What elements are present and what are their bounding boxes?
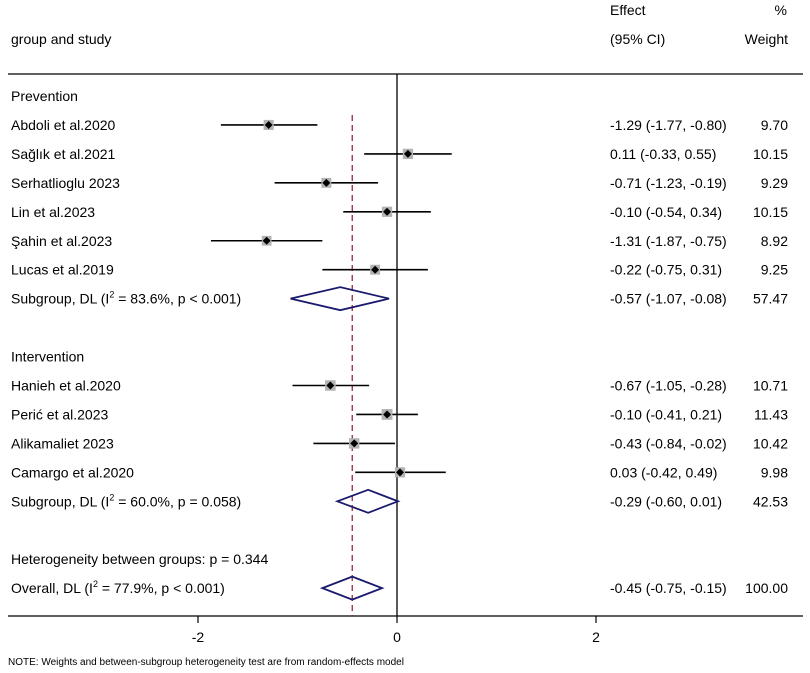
effect-ci-value: -0.10 (-0.41, 0.21) — [610, 406, 722, 422]
weight-value: 100.00 — [745, 580, 788, 596]
label-part: = 83.6%, p < 0.001) — [114, 291, 241, 307]
point-estimate — [322, 178, 331, 187]
point-estimate — [350, 439, 359, 448]
subgroup-label: Subgroup, DL (I2 = 83.6%, p < 0.001) — [11, 290, 241, 307]
point-estimate — [395, 468, 404, 477]
effect-ci-value: 0.03 (-0.42, 0.49) — [610, 464, 717, 480]
subgroup-diamond — [290, 286, 390, 312]
study-label: Abdoli et al.2020 — [11, 117, 116, 133]
x-tick-label: 2 — [592, 629, 600, 645]
effect-ci-value: -0.10 (-0.54, 0.34) — [610, 204, 722, 220]
weight-value: 9.98 — [761, 464, 788, 480]
header-group-label: group and study — [11, 31, 111, 47]
study-label: Camargo et al.2020 — [11, 464, 134, 480]
header-effect-label: Effect — [610, 2, 646, 18]
weight-value: 9.29 — [761, 175, 788, 191]
point-estimate — [383, 207, 392, 216]
effect-ci-value: -0.22 (-0.75, 0.31) — [610, 262, 722, 278]
label-part: = 77.9%, p < 0.001) — [98, 580, 225, 596]
weight-value: 8.92 — [761, 233, 788, 249]
study-label: Sağlık et al.2021 — [11, 146, 116, 162]
header-weight-label: Weight — [745, 31, 788, 47]
x-tick-label: 0 — [393, 629, 401, 645]
weight-value: 42.53 — [753, 493, 788, 509]
point-estimate — [383, 410, 392, 419]
weight-value: 9.25 — [761, 262, 788, 278]
weight-value: 57.47 — [753, 291, 788, 307]
effect-ci-value: -0.45 (-0.75, -0.15) — [610, 580, 727, 596]
study-label: Perić et al.2023 — [11, 406, 108, 422]
effect-ci-value: 0.11 (-0.33, 0.55) — [610, 146, 716, 162]
overall-diamond — [319, 575, 385, 601]
effect-ci-value: -0.29 (-0.60, 0.01) — [610, 493, 722, 509]
weight-value: 11.43 — [754, 406, 788, 422]
study-label: Hanieh et al.2020 — [11, 378, 121, 394]
study-label: Serhatlioglu 2023 — [11, 175, 120, 191]
point-estimate — [371, 265, 380, 274]
i-squared-superscript: 2 — [93, 579, 98, 589]
weight-value: 10.71 — [753, 378, 788, 394]
subgroup-diamond — [334, 488, 401, 514]
study-label: Lin et al.2023 — [11, 204, 95, 220]
label-part: = 60.0%, p = 0.058) — [114, 493, 241, 509]
label-part: Subgroup, DL (I — [11, 493, 109, 509]
weight-value: 10.15 — [753, 204, 788, 220]
study-label: Lucas et al.2019 — [11, 262, 114, 278]
heterogeneity-text: Heterogeneity between groups: p = 0.344 — [11, 551, 268, 567]
weight-value: 9.70 — [761, 117, 788, 133]
point-estimate — [264, 120, 273, 129]
subgroup-label: Subgroup, DL (I2 = 60.0%, p = 0.058) — [11, 492, 241, 509]
effect-ci-value: -0.71 (-1.23, -0.19) — [610, 175, 727, 191]
point-estimate — [262, 236, 271, 245]
group-heading: Prevention — [11, 88, 78, 104]
i-squared-superscript: 2 — [109, 492, 114, 502]
header-percent-label: % — [775, 2, 787, 18]
header-ci-label: (95% CI) — [610, 31, 665, 47]
effect-ci-value: -0.67 (-1.05, -0.28) — [610, 378, 727, 394]
label-part: Overall, DL (I — [11, 580, 93, 596]
i-squared-superscript: 2 — [109, 290, 114, 300]
effect-ci-value: -0.43 (-0.84, -0.02) — [610, 435, 727, 451]
effect-ci-value: -1.29 (-1.77, -0.80) — [610, 117, 727, 133]
group-heading: Intervention — [11, 349, 84, 365]
x-tick-label: -2 — [192, 629, 205, 645]
point-estimate — [403, 149, 412, 158]
weight-value: 10.42 — [753, 435, 788, 451]
point-estimate — [326, 381, 335, 390]
footnote: NOTE: Weights and between-subgroup heter… — [8, 657, 404, 668]
effect-ci-value: -0.57 (-1.07, -0.08) — [610, 291, 727, 307]
effect-ci-value: -1.31 (-1.87, -0.75) — [610, 233, 727, 249]
weight-value: 10.15 — [753, 146, 788, 162]
study-label: Alikamaliet 2023 — [11, 435, 114, 451]
label-part: Subgroup, DL (I — [11, 291, 109, 307]
study-label: Şahin et al.2023 — [11, 233, 112, 249]
overall-label: Overall, DL (I2 = 77.9%, p < 0.001) — [11, 579, 225, 596]
